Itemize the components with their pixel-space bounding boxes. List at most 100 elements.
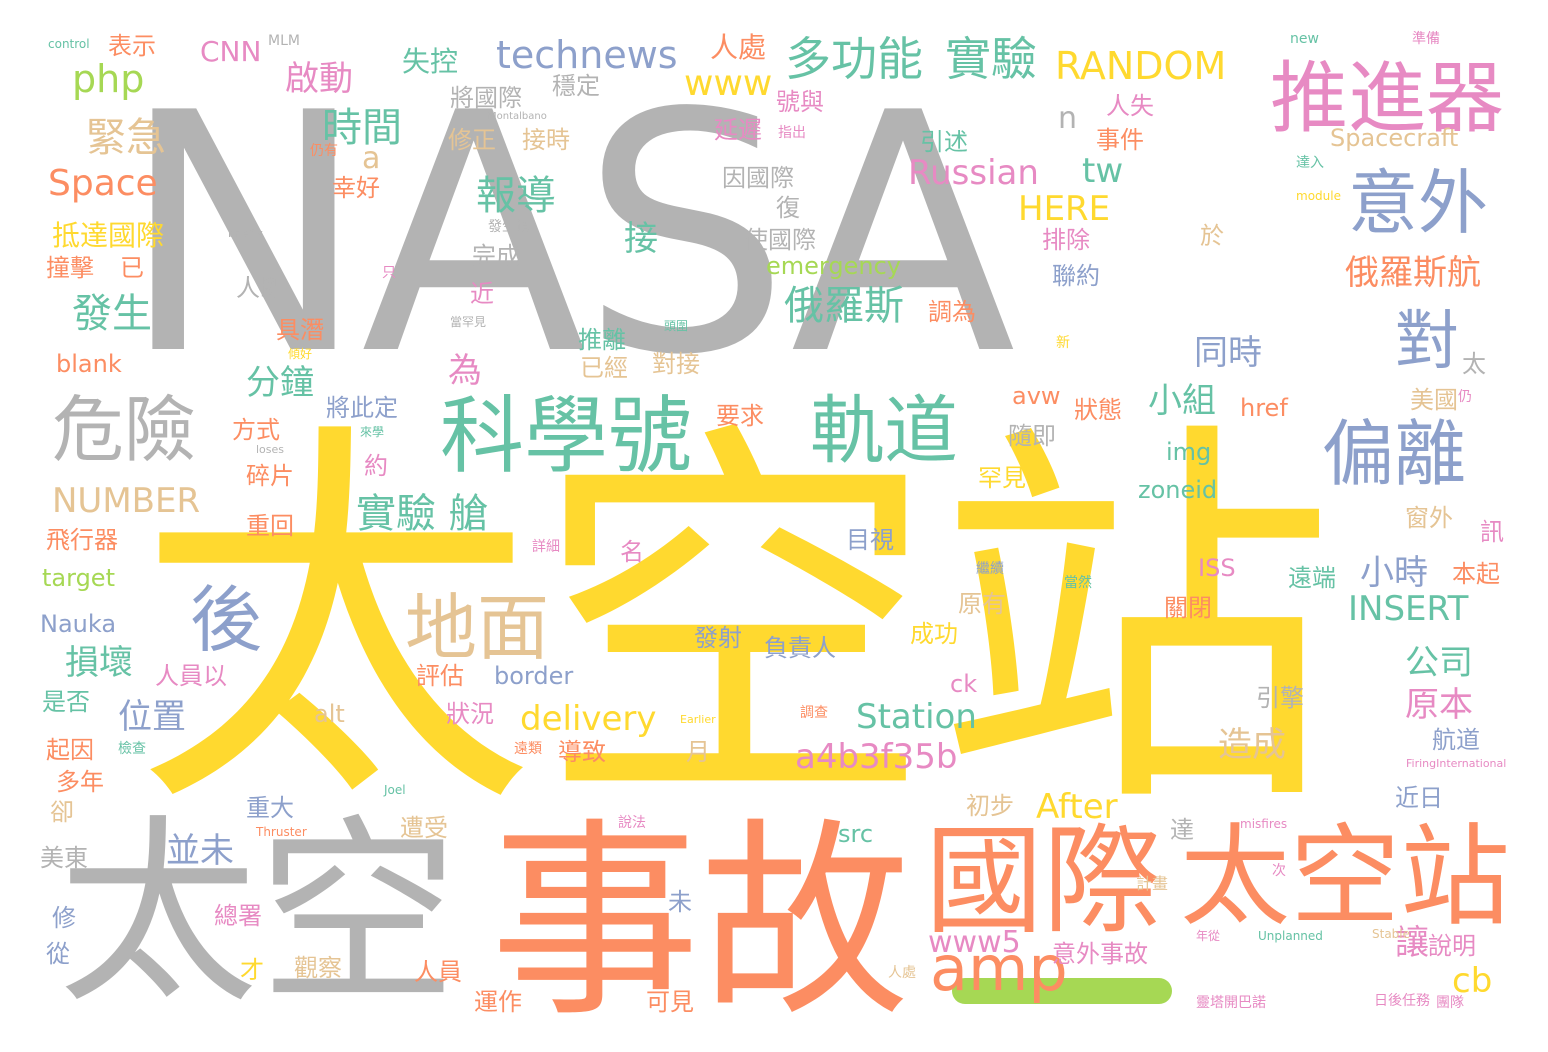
word-nianchong: 年從 — [1196, 929, 1221, 943]
word-russian: Russian — [908, 153, 1039, 193]
word-yanchi: 延遲 — [714, 116, 762, 144]
word-diaowei: 調為 — [928, 298, 976, 326]
word-yue-2: 約 — [364, 452, 388, 480]
word-insert: INSERT — [1348, 589, 1469, 629]
word-yunzuo: 運作 — [474, 988, 522, 1016]
word-yinshu: 引述 — [920, 128, 968, 156]
word-xin: 新 — [1056, 335, 1070, 351]
word-avw: avw — [1012, 382, 1061, 410]
word-zhuangkuang: 狀況 — [446, 700, 494, 728]
word-jixu: 繼續 — [976, 561, 1004, 577]
word-fashengguo: 發生過 — [488, 219, 530, 235]
word-thruster: 推進器 — [1270, 54, 1505, 144]
word-a4b3f35b: a4b3f35b — [795, 737, 958, 777]
green-bar-shape — [952, 978, 1172, 1004]
word-hanjian: 罕見 — [978, 464, 1026, 492]
word-joel: Joel — [384, 783, 406, 797]
word-new: new — [1290, 31, 1319, 47]
word-ck: ck — [950, 670, 978, 698]
word-diaocha: 調查 — [800, 705, 828, 721]
word-yuanyou: 原有 — [958, 590, 1006, 618]
word-jihua: 計畫 — [1136, 874, 1169, 893]
word-meidong: 美東 — [40, 844, 88, 872]
word-yuanduan: 遠端 — [1288, 564, 1336, 592]
word-lianyue: 聯約 — [1052, 262, 1100, 290]
word-a: a — [362, 141, 381, 176]
word-yinqing: 引擎 — [1256, 684, 1304, 712]
word-zhongda: 重大 — [246, 794, 294, 822]
word-unexpected: 意外 — [1348, 162, 1488, 244]
word-yuanlei: 遠類 — [514, 741, 542, 757]
word-duijie: 對接 — [652, 350, 700, 378]
word-bingwei: 並未 — [166, 831, 234, 871]
word-zaoshou: 遭受 — [400, 814, 448, 842]
word-qinghao: 傾好 — [288, 347, 313, 361]
word-suiji: 隨即 — [1008, 422, 1056, 450]
word-firinginternational: FiringInternational — [1406, 757, 1507, 770]
word-paichu: 排除 — [1042, 226, 1090, 254]
word-amp: amp — [930, 932, 1068, 1005]
word-module: module — [1296, 189, 1341, 203]
word-qiyin: 起因 — [46, 736, 94, 764]
word-haoyu: 號與 — [776, 88, 824, 116]
word-img: img — [1166, 438, 1212, 466]
word-iss: ISS — [1198, 554, 1236, 582]
word-xinghao: 幸好 — [332, 174, 380, 202]
word-daozhi: 導致 — [558, 738, 606, 766]
word-chubu: 初步 — [966, 792, 1014, 820]
word-gongsi: 公司 — [1405, 643, 1473, 683]
word-xun: 訊 — [1480, 518, 1504, 546]
word-wending: 穩定 — [552, 72, 600, 100]
word-fasheng: 發生 — [72, 291, 152, 337]
word-mushi: 目視 — [846, 526, 894, 554]
word-renshi: 人失 — [1106, 92, 1154, 120]
word-wei-2: 未 — [668, 888, 692, 916]
word-shiyan-cang: 實驗 艙 — [356, 491, 489, 537]
word-russia: 俄羅斯 — [784, 283, 904, 329]
word-dui: 對 — [1395, 305, 1459, 379]
word-shiguoji: 使國際 — [744, 226, 816, 254]
word-benqi: 本起 — [1452, 560, 1500, 588]
word-ci: 次 — [1272, 863, 1286, 879]
word-php: php — [72, 57, 145, 101]
word-experiment: 實驗 — [945, 32, 1037, 86]
word-shikong: 失控 — [402, 45, 459, 78]
word-duonian: 多年 — [56, 768, 104, 796]
word-weizhi: 位置 — [118, 697, 186, 737]
word-jinri: 近日 — [1395, 784, 1443, 812]
word-thruster-en: Thruster — [256, 825, 307, 839]
word-yinguoji: 因國際 — [722, 164, 794, 192]
word-space-station: 太空站 — [135, 392, 1335, 857]
word-wei: 為 — [448, 351, 482, 391]
word-spacecraft: Spacecraft — [1330, 124, 1459, 152]
word-random: RANDOM — [1055, 44, 1227, 88]
word-xiaoshi: 小時 — [1360, 553, 1428, 593]
word-jiancha: 檢查 — [118, 741, 146, 757]
word-renduan: 人斷 — [236, 274, 284, 302]
word-tuandui: 團隊 — [1436, 995, 1464, 1011]
word-renyuan: 人員 — [414, 958, 462, 986]
word-emergency: emergency — [766, 252, 901, 280]
word-russian-space: 俄羅斯航 — [1345, 253, 1481, 293]
word-technews: technews — [496, 33, 678, 77]
word-tw: tw — [1082, 151, 1124, 191]
word-space: 太空 — [58, 798, 459, 1031]
word-tongshi: 同時 — [1194, 333, 1262, 373]
word-jieshi: 接時 — [522, 126, 570, 154]
word-fangshi: 方式 — [232, 416, 280, 444]
word-yu: 於 — [1200, 222, 1224, 250]
word-fashe: 發射 — [694, 624, 742, 652]
word-feixingqi: 飛行器 — [46, 526, 118, 554]
word-zongshu: 總署 — [214, 902, 262, 930]
word-misfires: misfires — [1240, 817, 1288, 831]
word-yi: 已 — [120, 254, 144, 282]
word-multifunction: 多功能 — [785, 32, 923, 86]
word-renyuanyi: 人員以 — [155, 662, 227, 690]
word-cai: 才 — [240, 956, 264, 984]
word-n: n — [1058, 101, 1078, 136]
word-qidong: 啟動 — [285, 59, 353, 99]
word-shijian: 時間 — [322, 105, 402, 151]
word-suipian: 碎片 — [246, 462, 294, 490]
word-zhunbei: 準備 — [1412, 31, 1440, 47]
word-after-en: After — [1036, 787, 1118, 827]
